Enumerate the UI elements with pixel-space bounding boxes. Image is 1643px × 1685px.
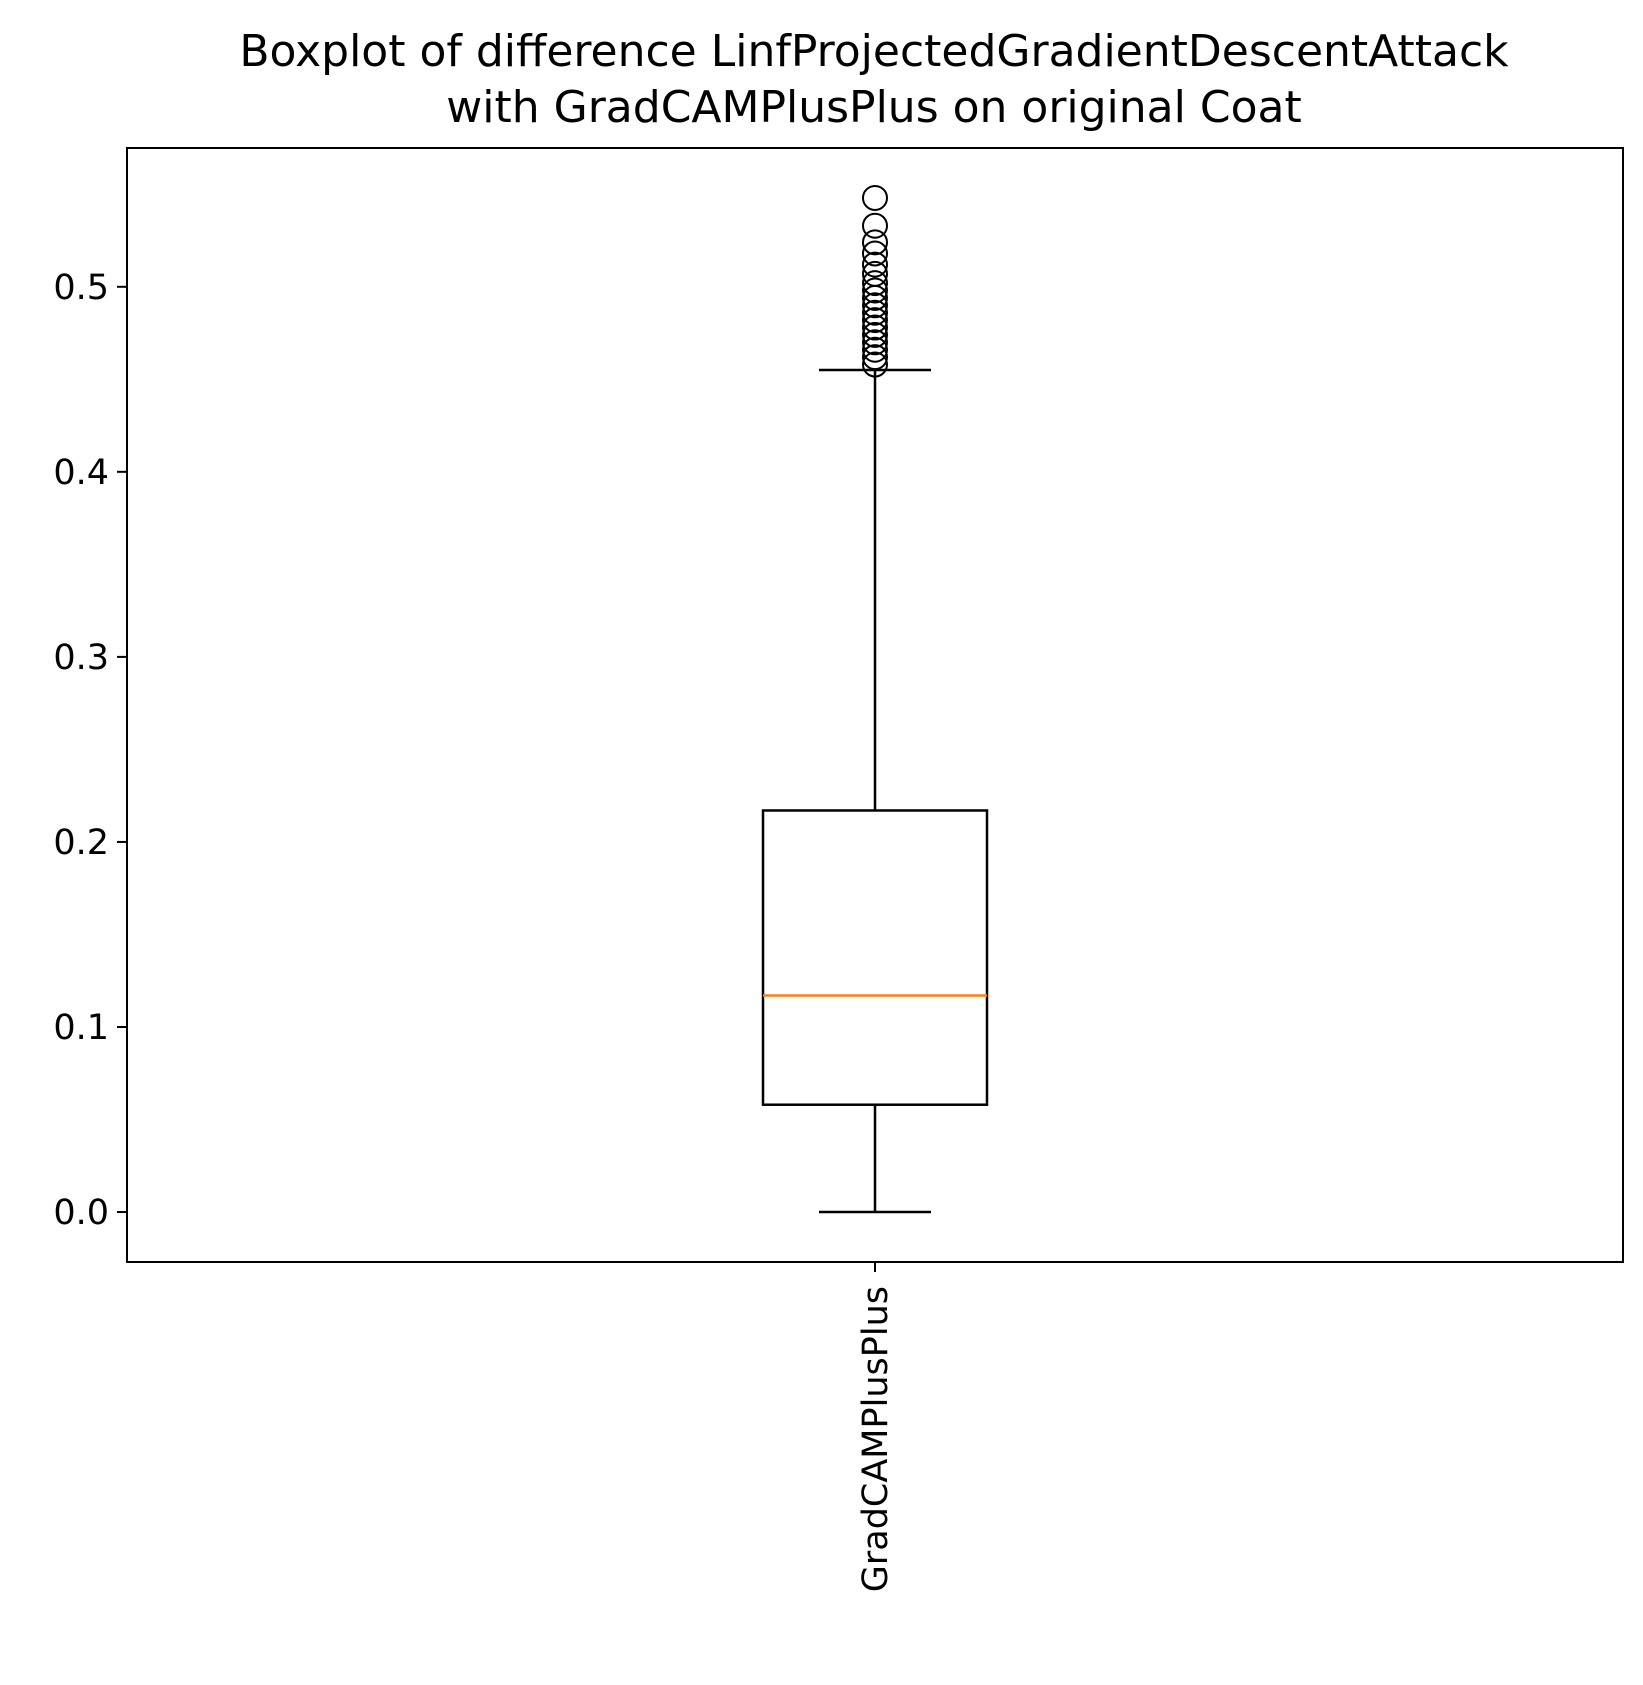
outlier-point [862, 351, 888, 378]
outlier-point [862, 344, 888, 371]
outlier-point [862, 277, 888, 304]
y-axis: 0.0 0.1 0.2 0.3 0.4 0.5 [53, 268, 127, 1233]
box-series [761, 184, 989, 1214]
y-tick-label: 0.3 [53, 638, 109, 678]
outlier-point [862, 184, 888, 211]
outlier-point [862, 336, 888, 363]
outlier-point [862, 229, 888, 256]
y-tick-label: 0.4 [53, 453, 109, 493]
outlier-point [862, 329, 888, 356]
chart-title-line-2: with GradCAMPlusPlus on original Coat [446, 82, 1301, 133]
interquartile-box [761, 809, 989, 1106]
outlier-point [862, 299, 888, 326]
outlier-point [862, 212, 888, 239]
outlier-point [862, 307, 888, 334]
x-tick-label: GradCAMPlusPlus [856, 1286, 896, 1592]
chart-title-line-1: Boxplot of difference LinfProjectedGradi… [239, 26, 1509, 77]
chart-title: Boxplot of difference LinfProjectedGradi… [239, 26, 1509, 133]
outlier-point [862, 270, 888, 297]
x-axis: GradCAMPlusPlus [856, 1262, 896, 1592]
y-tick-label: 0.1 [53, 1008, 109, 1048]
y-tick-label: 0.2 [53, 823, 109, 863]
outlier-point [862, 260, 888, 287]
outlier-point [862, 251, 888, 278]
y-tick-label: 0.5 [53, 268, 109, 308]
y-tick-label: 0.0 [53, 1193, 109, 1233]
outlier-point [862, 314, 888, 341]
outlier-point [862, 321, 888, 348]
outlier-point [862, 292, 888, 319]
outlier-point [862, 240, 888, 267]
box-group [761, 184, 989, 1214]
